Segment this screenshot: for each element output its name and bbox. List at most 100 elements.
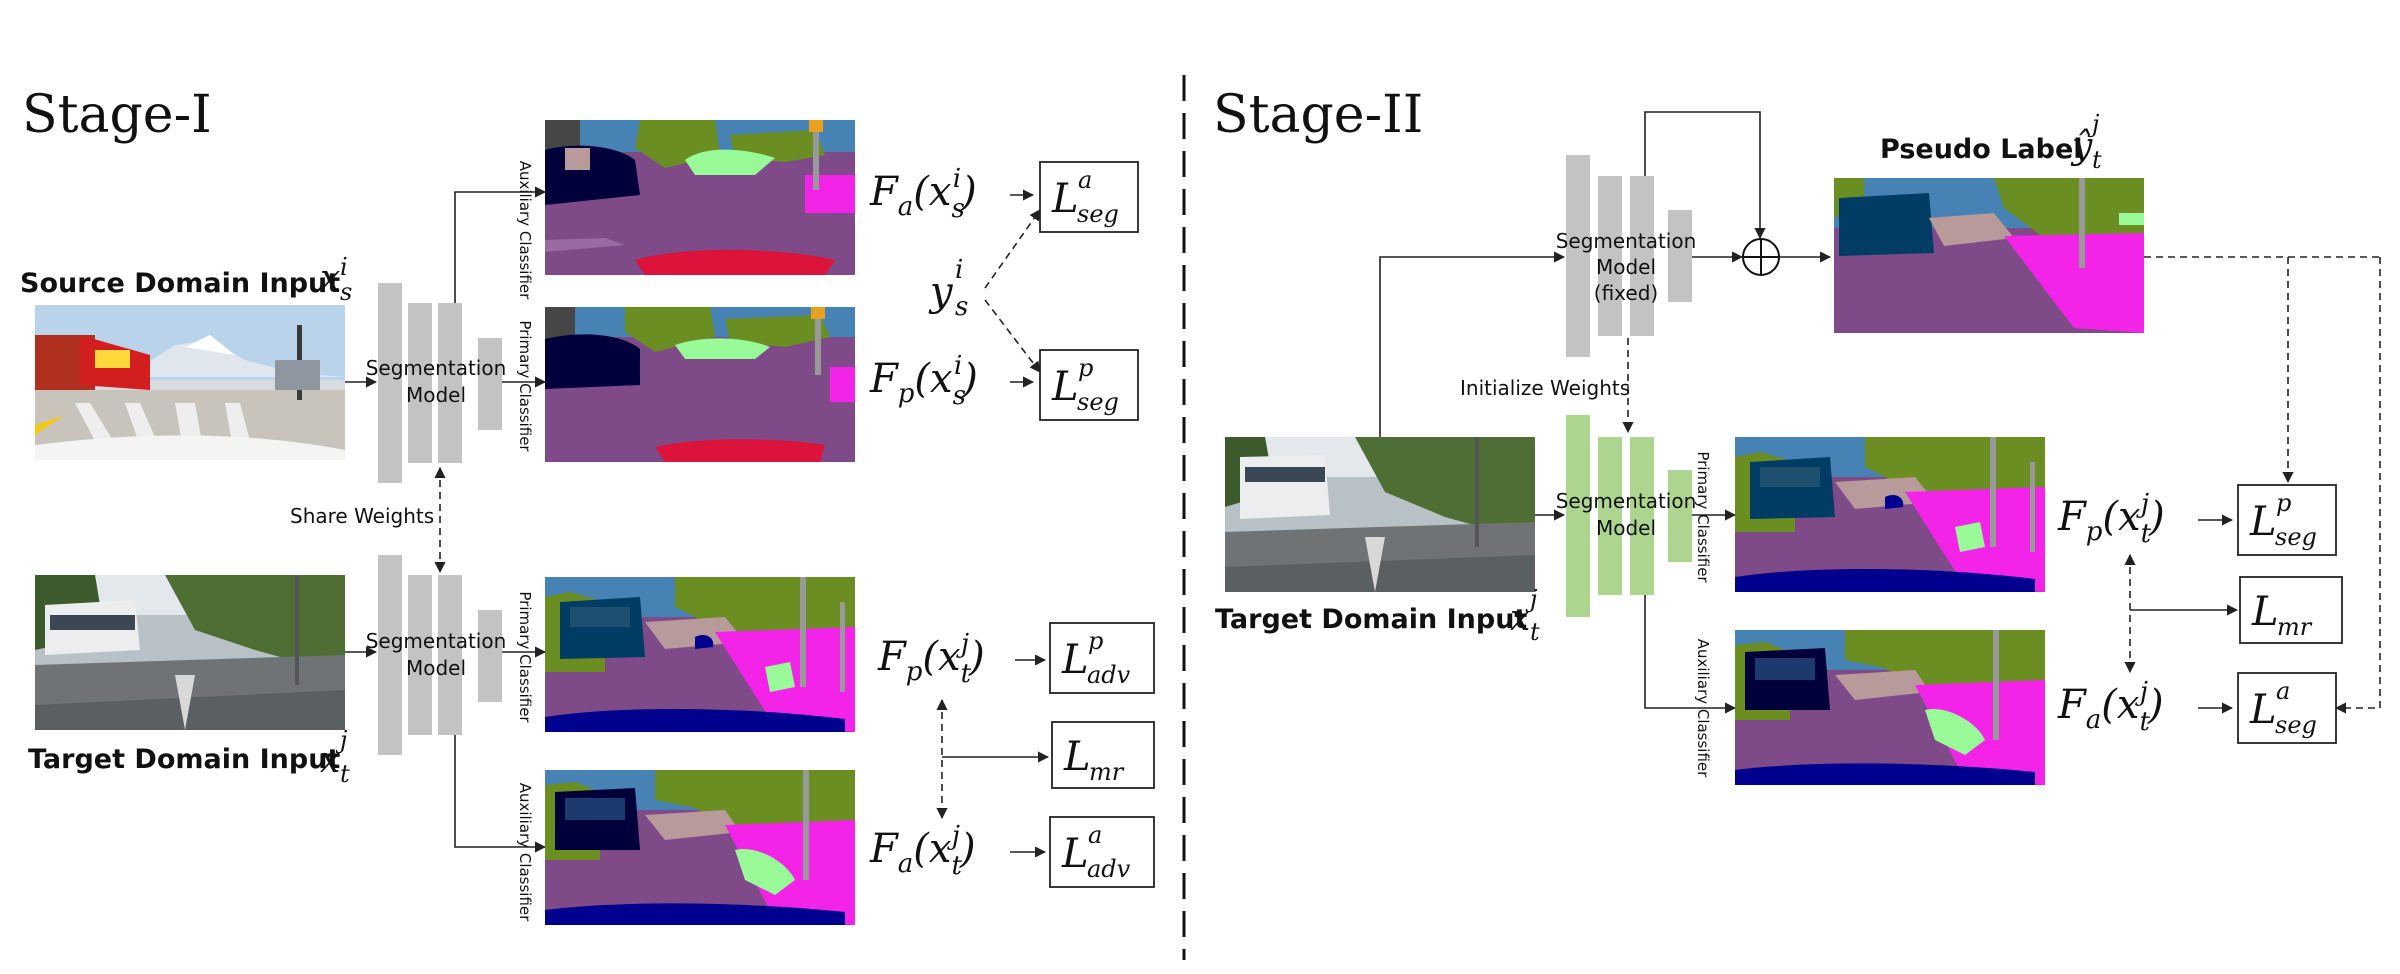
svg-text:t: t — [2092, 146, 2102, 174]
stage1-segmentation-model-top: Segmentation Model — [366, 283, 507, 483]
pseudo-label-math: ŷ j t — [2070, 110, 2102, 174]
pseudo-label-text: Pseudo Label — [1880, 134, 2083, 165]
target-domain-photo-stage2 — [1225, 437, 1535, 592]
stage2-aux-seg-map — [1735, 630, 2045, 785]
stage2-primary-seg-map — [1735, 437, 2045, 592]
svg-text:Fa(xtj): Fa(xtj) — [869, 821, 976, 881]
svg-text:a: a — [1088, 821, 1102, 849]
loss-box-seg-p-stage2: L p seg — [2237, 484, 2337, 556]
formula-fp-xt-stage2: Fp(xtj) — [2057, 489, 2165, 549]
svg-text:a: a — [2276, 677, 2290, 705]
source-input-label: Source Domain Input — [20, 268, 340, 299]
fixed-model-label3: (fixed) — [1594, 281, 1658, 305]
stage1-model-top-label2: Model — [406, 383, 466, 407]
initialize-weights-label: Initialize Weights — [1460, 376, 1630, 400]
svg-text:Target Domain Input: Target Domain Input — [28, 744, 340, 775]
loss-box-adv-a: L a adv — [1049, 816, 1155, 888]
svg-text:t: t — [1530, 618, 1540, 646]
svg-text:ŷ: ŷ — [2070, 126, 2093, 167]
svg-text:seg: seg — [1077, 200, 1119, 228]
loss-box-mr-stage2: L mr — [2239, 576, 2343, 644]
svg-text:Fp(xtj): Fp(xtj) — [2057, 489, 2165, 549]
stage1-target-primary-seg-map — [545, 577, 855, 732]
svg-text:p: p — [1088, 627, 1103, 655]
pseudo-label-seg-map — [1834, 178, 2144, 333]
svg-text:Fa(xtj): Fa(xtj) — [2057, 677, 2164, 737]
svg-text:L: L — [2251, 589, 2279, 635]
svg-text:mr: mr — [2277, 613, 2313, 641]
svg-text:s: s — [340, 278, 352, 306]
formula-fa-xs: Fa(xsi) — [869, 164, 977, 224]
svg-text:x: x — [1510, 598, 1530, 639]
stage2-segmentation-model-trainable: Segmentation Model — [1556, 415, 1697, 617]
svg-text:p: p — [2276, 489, 2291, 517]
formula-ys: y i s — [928, 255, 968, 322]
stage1-source-aux-seg-map — [545, 120, 855, 275]
svg-text:L: L — [1063, 734, 1091, 780]
svg-text:x: x — [320, 740, 340, 781]
svg-text:Pseudo Label: Pseudo Label — [1880, 134, 2083, 165]
svg-text:L: L — [1061, 637, 1089, 683]
stage1-model-bottom-label2: Model — [406, 656, 466, 680]
stage2-aux-classifier-label: Auxiliary Classifier — [1694, 639, 1712, 778]
svg-text:t: t — [340, 760, 350, 788]
svg-text:p: p — [1078, 354, 1093, 382]
svg-text:adv: adv — [1087, 661, 1131, 689]
target-input-label-stage1: Target Domain Input — [28, 744, 340, 775]
formula-fp-xs: Fp(xsi) — [869, 351, 978, 411]
stage1-aux-classifier-label-bottom: Auxiliary Classifier — [516, 783, 534, 922]
stage2-model-label2: Model — [1596, 516, 1656, 540]
loss-box-seg-a-stage2: L a seg — [2237, 672, 2337, 744]
ensemble-plus-icon — [1742, 238, 1780, 276]
stage1-aux-classifier-label-top: Auxiliary Classifier — [516, 161, 534, 300]
stage1-model-bottom-label1: Segmentation — [366, 629, 507, 653]
loss-box-adv-p: L p adv — [1049, 622, 1155, 694]
source-domain-photo — [35, 305, 345, 460]
fixed-model-label1: Segmentation — [1556, 229, 1697, 253]
svg-text:i: i — [340, 253, 348, 281]
svg-text:L: L — [2249, 687, 2277, 733]
formula-fp-xt-stage1: Fp(xtj) — [877, 629, 985, 689]
svg-text:x: x — [320, 258, 340, 299]
svg-text:seg: seg — [2275, 711, 2317, 739]
svg-text:L: L — [1051, 364, 1079, 410]
svg-text:seg: seg — [2275, 523, 2317, 551]
stage1-primary-classifier-label-bottom: Primary Classifier — [516, 591, 534, 723]
svg-text:a: a — [1078, 166, 1092, 194]
loss-box-seg-a-stage1: L a seg — [1039, 161, 1139, 233]
svg-text:Source Domain Input: Source Domain Input — [20, 268, 340, 299]
svg-text:L: L — [1061, 831, 1089, 877]
svg-text:Fp(xtj): Fp(xtj) — [877, 629, 985, 689]
svg-text:Fa(xsi): Fa(xsi) — [869, 164, 977, 224]
stage1-model-top-label1: Segmentation — [366, 356, 507, 380]
stage1-title: Stage-I — [22, 85, 212, 145]
svg-text:Fp(xsi): Fp(xsi) — [869, 351, 978, 411]
stage1-source-primary-seg-map — [545, 307, 855, 462]
fixed-model-label2: Model — [1596, 255, 1656, 279]
stage2-title: Stage-II — [1213, 85, 1423, 145]
formula-fa-xt-stage1: Fa(xtj) — [869, 821, 976, 881]
svg-text:y: y — [928, 269, 954, 315]
svg-text:seg: seg — [1077, 388, 1119, 416]
stage1-target-aux-seg-map — [545, 770, 855, 925]
stage1-segmentation-model-bottom: Segmentation Model — [366, 555, 507, 755]
target-input-label-stage2: Target Domain Input — [1215, 604, 1527, 635]
target-domain-photo-stage1 — [35, 575, 345, 730]
svg-text:adv: adv — [1087, 855, 1131, 883]
stage1-primary-classifier-label-top: Primary Classifier — [516, 320, 534, 452]
svg-text:s: s — [955, 292, 968, 322]
formula-fa-xt-stage2: Fa(xtj) — [2057, 677, 2164, 737]
share-weights-label: Share Weights — [290, 504, 434, 528]
svg-text:Target Domain Input: Target Domain Input — [1215, 604, 1527, 635]
svg-text:i: i — [955, 255, 963, 285]
svg-text:L: L — [1051, 176, 1079, 222]
stage2-model-label1: Segmentation — [1556, 489, 1697, 513]
stage2-segmentation-model-fixed: Segmentation Model (fixed) — [1556, 155, 1697, 357]
stage2-primary-classifier-label: Primary Classifier — [1694, 451, 1712, 583]
loss-box-seg-p-stage1: L p seg — [1039, 349, 1139, 421]
svg-text:mr: mr — [1089, 758, 1125, 786]
loss-box-mr-stage1: L mr — [1051, 721, 1155, 789]
svg-text:L: L — [2249, 499, 2277, 545]
target-input-math-stage2: x j t — [1510, 585, 1540, 646]
